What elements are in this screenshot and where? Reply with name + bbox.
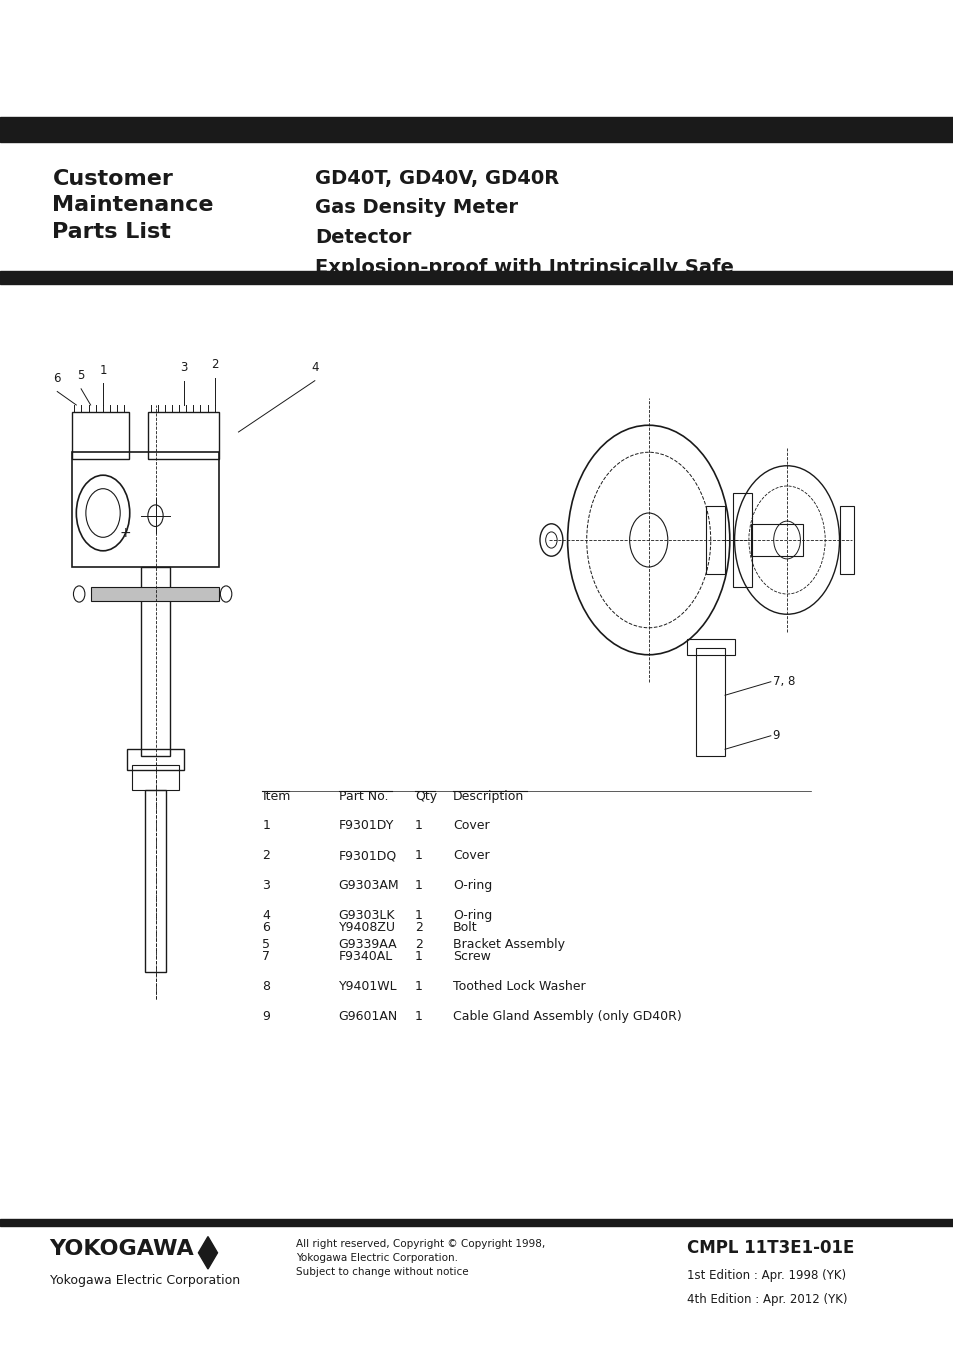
Text: Description: Description: [453, 790, 524, 803]
Text: 1: 1: [415, 950, 422, 964]
Bar: [127, 749, 184, 770]
Text: Cover: Cover: [453, 849, 489, 863]
Text: 1: 1: [415, 909, 422, 922]
Text: Detector: Detector: [314, 228, 411, 247]
Bar: [148, 412, 219, 459]
Text: CMPL 11T3E1-01E: CMPL 11T3E1-01E: [686, 1239, 853, 1257]
Text: 5: 5: [262, 938, 270, 952]
Text: Y9408ZU: Y9408ZU: [338, 921, 395, 934]
Text: 1: 1: [415, 879, 422, 892]
Bar: [71, 412, 129, 459]
Text: 1: 1: [415, 980, 422, 994]
Text: Gas Density Meter: Gas Density Meter: [314, 198, 517, 217]
Text: 3: 3: [262, 879, 270, 892]
Text: F9340AL: F9340AL: [338, 950, 393, 964]
Text: G9601AN: G9601AN: [338, 1010, 397, 1023]
Text: F9301DY: F9301DY: [338, 819, 394, 833]
Text: 1: 1: [415, 1010, 422, 1023]
Text: Part No.: Part No.: [338, 790, 388, 803]
Text: 1: 1: [415, 819, 422, 833]
Text: Item: Item: [262, 790, 291, 803]
Text: G9339AA: G9339AA: [338, 938, 396, 952]
Bar: [91, 587, 219, 601]
Bar: [839, 506, 853, 574]
Text: 4: 4: [262, 909, 270, 922]
Text: Y9401WL: Y9401WL: [338, 980, 396, 994]
Text: Cover: Cover: [453, 819, 489, 833]
Text: F9301DQ: F9301DQ: [338, 849, 396, 863]
Text: 1: 1: [262, 819, 270, 833]
Bar: [145, 790, 166, 972]
Text: 7: 7: [262, 950, 270, 964]
Text: 1: 1: [415, 849, 422, 863]
Bar: [750, 524, 802, 556]
Text: O-ring: O-ring: [453, 909, 492, 922]
Text: 5: 5: [77, 369, 85, 382]
Bar: [686, 639, 734, 655]
Bar: [0, 271, 953, 284]
Bar: [0, 1219, 953, 1226]
Text: YOKOGAWA: YOKOGAWA: [50, 1239, 194, 1260]
Text: G9303AM: G9303AM: [338, 879, 399, 892]
Bar: [696, 648, 724, 756]
Text: 9: 9: [262, 1010, 270, 1023]
Polygon shape: [198, 1237, 217, 1269]
Text: 7, 8: 7, 8: [772, 675, 794, 688]
Text: 6: 6: [262, 921, 270, 934]
Text: 8: 8: [262, 980, 270, 994]
Bar: [732, 493, 751, 587]
Text: 1: 1: [99, 363, 107, 377]
Text: 4th Edition : Apr. 2012 (YK): 4th Edition : Apr. 2012 (YK): [686, 1293, 846, 1307]
Bar: [0, 117, 953, 142]
Text: O-ring: O-ring: [453, 879, 492, 892]
Text: Screw: Screw: [453, 950, 491, 964]
Text: 6: 6: [53, 371, 61, 385]
Text: Toothed Lock Washer: Toothed Lock Washer: [453, 980, 585, 994]
Circle shape: [220, 586, 232, 602]
Text: Cable Gland Assembly (only GD40R): Cable Gland Assembly (only GD40R): [453, 1010, 681, 1023]
Text: G9303LK: G9303LK: [338, 909, 395, 922]
Text: +: +: [119, 526, 131, 540]
Text: GD40T, GD40V, GD40R: GD40T, GD40V, GD40R: [314, 169, 558, 188]
Text: Bracket Assembly: Bracket Assembly: [453, 938, 564, 952]
Text: All right reserved, Copyright © Copyright 1998,
Yokogawa Electric Corporation.
S: All right reserved, Copyright © Copyrigh…: [295, 1239, 544, 1277]
Text: 1st Edition : Apr. 1998 (YK): 1st Edition : Apr. 1998 (YK): [686, 1269, 845, 1282]
Bar: [132, 765, 179, 790]
Text: Explosion-proof with Intrinsically Safe: Explosion-proof with Intrinsically Safe: [314, 258, 733, 277]
Text: 2: 2: [211, 358, 218, 371]
Text: Qty: Qty: [415, 790, 436, 803]
Circle shape: [73, 586, 85, 602]
Bar: [141, 567, 170, 756]
Bar: [71, 452, 219, 567]
Text: 4: 4: [311, 360, 318, 374]
Text: 2: 2: [262, 849, 270, 863]
Text: 3: 3: [180, 360, 188, 374]
Text: 9: 9: [772, 729, 780, 742]
Text: 2: 2: [415, 921, 422, 934]
Bar: [705, 506, 724, 574]
Text: Customer
Maintenance
Parts List: Customer Maintenance Parts List: [52, 169, 213, 242]
Text: Yokogawa Electric Corporation: Yokogawa Electric Corporation: [50, 1274, 239, 1288]
Text: 2: 2: [415, 938, 422, 952]
Text: Bolt: Bolt: [453, 921, 477, 934]
